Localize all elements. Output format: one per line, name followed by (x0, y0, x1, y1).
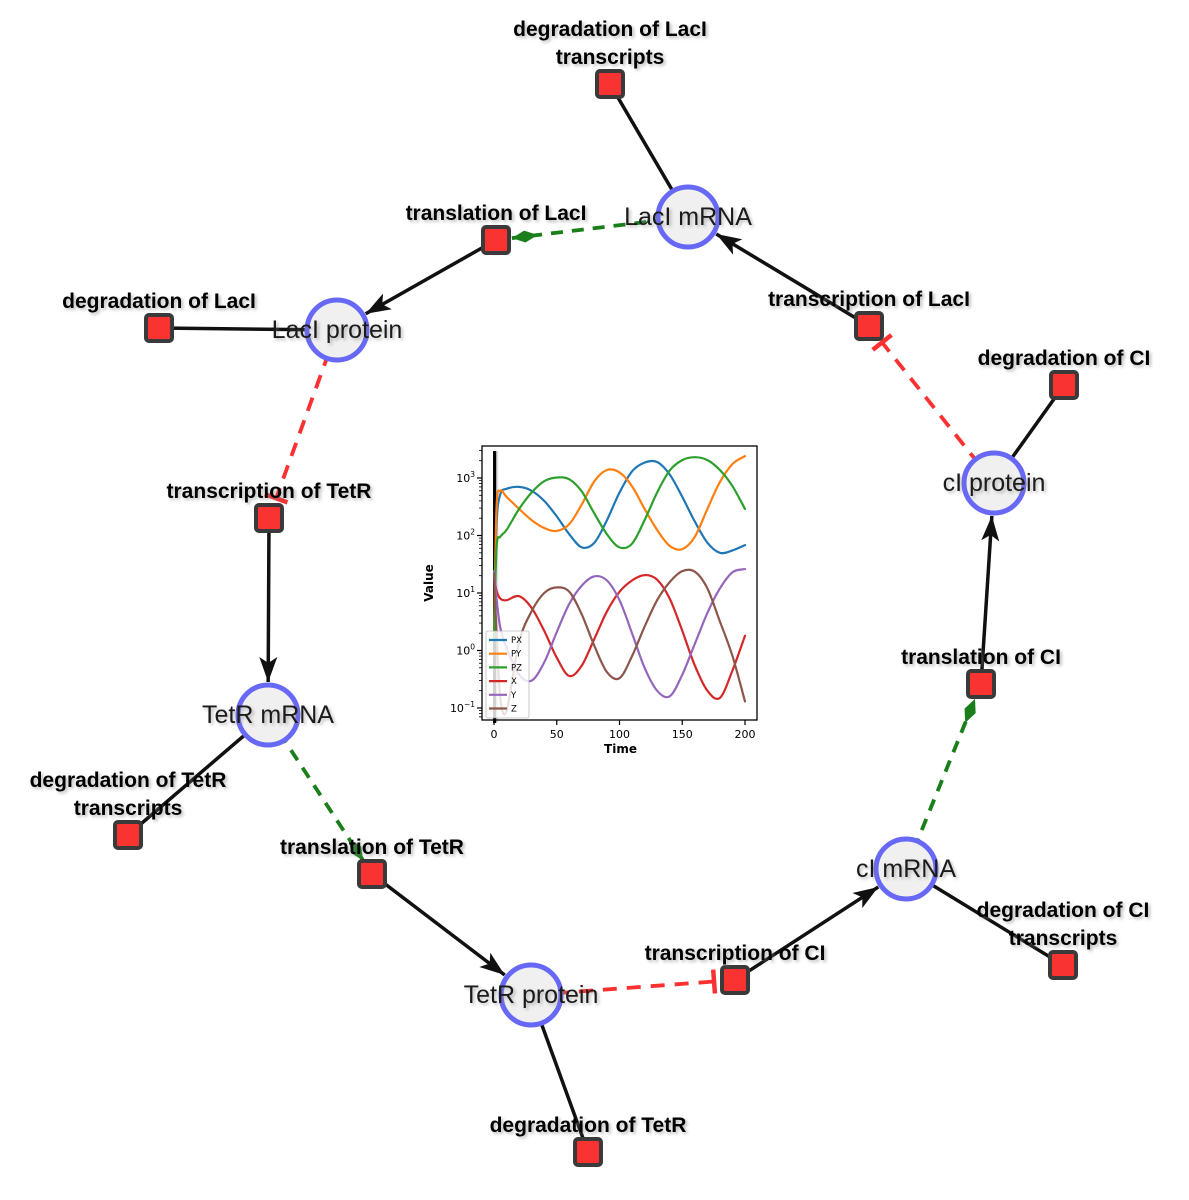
legend-box (485, 630, 530, 719)
species-node-laci-protein (304, 297, 370, 363)
series-line-PX (492, 459, 747, 642)
species-label-laci-mrna: LacI mRNA (624, 203, 752, 231)
legend-label-PY: PY (511, 650, 522, 660)
labels-layer: degradation of LacI transcripts translatio… (30, 18, 1151, 1137)
species-node-ci-protein (961, 450, 1027, 516)
reaction-node-transcription-of-ci (720, 965, 750, 995)
series-line-PZ (492, 456, 747, 642)
x-tick-label: 200 (735, 728, 756, 741)
reaction-node-translation-of-laci (481, 225, 511, 255)
reaction-label-degradation-of-laci-transcripts-line2: transcripts (556, 46, 665, 69)
reaction-node-translation-of-tetr (357, 859, 387, 889)
legend-label-PX: PX (511, 636, 522, 646)
reaction-node-degradation-of-ci (1049, 370, 1079, 400)
y-tick-label: 10−1 (450, 700, 475, 715)
plot-legend: PX PY PZ XYZ (485, 630, 530, 719)
reaction-label-translation-of-ci: translation of CI (901, 646, 1061, 669)
x-tick-label: 150 (672, 728, 693, 741)
reaction-label-degradation-of-laci-transcripts-line1: degradation of LacI (513, 18, 707, 41)
y-axis-label: Value (422, 564, 436, 602)
reaction-label-degradation-of-ci: degradation of CI (978, 347, 1151, 370)
species-node-tetr-protein (498, 962, 564, 1028)
x-tick-label: 50 (550, 728, 564, 741)
reaction-label-degradation-of-ci-transcripts-line1: degradation of CI (977, 899, 1150, 922)
reaction-node-transcription-of-laci (854, 311, 884, 341)
species-label-ci-protein: cI protein (943, 469, 1046, 497)
species-node-laci-mrna (655, 184, 721, 250)
reaction-label-transcription-of-laci: transcription of LacI (768, 288, 970, 311)
edge-product-translation-of-tetr-to-tetr-protein (370, 872, 506, 977)
species-label-ci-mrna: cI mRNA (856, 855, 956, 883)
x-axis-label: Time (604, 742, 637, 756)
species-label-laci-protein: LacI protein (272, 316, 403, 344)
legend-label-X: X (511, 677, 517, 687)
reaction-node-degradation-of-laci (144, 313, 174, 343)
legend-label-Y: Y (510, 691, 517, 701)
series-line-PY (492, 455, 747, 642)
reaction-label-translation-of-tetr: translation of TetR (280, 836, 464, 859)
edge-product-translation-of-laci-to-laci-protein (364, 238, 497, 316)
reaction-label-degradation-of-tetr-transcripts-line1: degradation of TetR (30, 769, 227, 792)
reaction-label-transcription-of-ci: transcription of CI (645, 942, 826, 965)
y-tick-label: 100 (456, 643, 475, 658)
legend-label-Z: Z (511, 705, 517, 715)
x-tick-label: 100 (609, 728, 630, 741)
reaction-node-degradation-of-ci-transcripts (1048, 950, 1078, 980)
legend-label-PZ: PZ (511, 663, 522, 673)
reaction-label-degradation-of-laci: degradation of LacI (62, 290, 256, 313)
edge-product-transcription-of-tetr-to-tetr-mrna (259, 517, 278, 683)
species-node-tetr-mrna (235, 682, 301, 748)
species-node-ci-mrna (873, 836, 939, 902)
nodes-layer (113, 69, 1079, 1167)
reaction-label-degradation-of-tetr: degradation of TetR (490, 1114, 687, 1137)
reaction-label-degradation-of-ci-transcripts-line2: transcripts (1009, 927, 1118, 950)
x-tick-label: 0 (491, 728, 498, 741)
y-tick-label: 101 (456, 585, 475, 600)
reaction-node-degradation-of-tetr (573, 1137, 603, 1167)
inset-plot: 0 50 100 150 200Time10−1100101102103ValuePXP… (422, 445, 758, 756)
reaction-label-transcription-of-tetr: transcription of TetR (167, 480, 372, 503)
y-tick-label: 103 (456, 470, 475, 485)
edge-product-transcription-of-ci-to-ci-mrna (734, 885, 880, 982)
reaction-label-translation-of-laci: translation of LacI (406, 202, 587, 225)
reaction-node-translation-of-ci (966, 669, 996, 699)
series-line-X (492, 573, 747, 701)
edge-product-translation-of-ci-to-ci-protein (979, 515, 1000, 685)
species-label-tetr-mrna: TetR mRNA (202, 701, 334, 729)
edge-product-transcription-of-laci-to-laci-mrna (715, 232, 870, 328)
reaction-node-transcription-of-tetr (254, 503, 284, 533)
species-label-tetr-protein: TetR protein (464, 981, 599, 1009)
reaction-label-degradation-of-tetr-transcripts-line2: transcripts (74, 797, 183, 820)
reaction-node-degradation-of-laci-transcripts (595, 69, 625, 99)
y-tick-label: 102 (456, 528, 475, 543)
reaction-node-degradation-of-tetr-transcripts (113, 820, 143, 850)
